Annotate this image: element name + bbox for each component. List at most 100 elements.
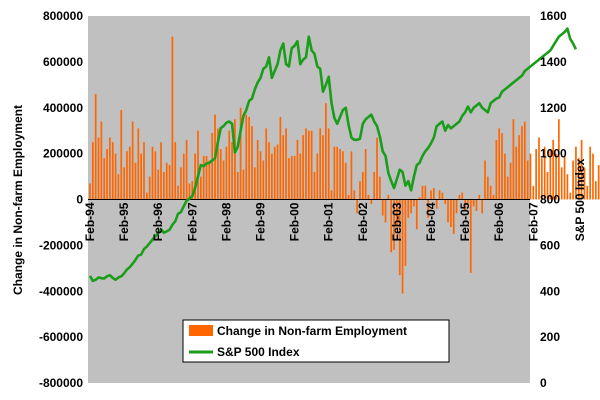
employment-bar bbox=[418, 197, 421, 200]
employment-bar bbox=[143, 142, 145, 200]
employment-bar bbox=[117, 174, 120, 200]
right-tick-label: 600 bbox=[540, 238, 560, 252]
employment-bar bbox=[279, 116, 282, 200]
x-tick-label: Feb-07 bbox=[526, 202, 540, 241]
x-tick-label: Feb-95 bbox=[117, 202, 131, 241]
x-tick-label: Feb-99 bbox=[254, 202, 268, 241]
left-tick-label: 600000 bbox=[43, 55, 83, 69]
employment-bar bbox=[469, 199, 472, 273]
employment-bar bbox=[549, 149, 552, 200]
employment-bar bbox=[452, 199, 455, 234]
employment-bar bbox=[569, 192, 572, 200]
employment-bar bbox=[248, 116, 250, 200]
employment-bar bbox=[268, 142, 270, 200]
employment-bar bbox=[336, 146, 339, 200]
employment-bar bbox=[495, 139, 498, 200]
employment-bar bbox=[160, 142, 162, 200]
employment-bar bbox=[427, 199, 430, 218]
employment-bar bbox=[236, 171, 239, 200]
employment-bar bbox=[441, 192, 444, 200]
employment-bar bbox=[219, 149, 222, 200]
right-tick-label: 400 bbox=[540, 284, 560, 298]
right-axis-title: S&P 500 Index bbox=[573, 158, 587, 241]
employment-bar bbox=[381, 199, 384, 216]
x-tick-label: Feb-96 bbox=[151, 202, 165, 241]
employment-bar bbox=[586, 185, 589, 200]
legend-label-sp500: S&P 500 Index bbox=[217, 345, 300, 359]
employment-bar bbox=[174, 142, 177, 200]
employment-bar bbox=[401, 199, 404, 294]
employment-bar bbox=[94, 93, 97, 200]
employment-bar bbox=[137, 128, 140, 200]
employment-bar bbox=[194, 153, 196, 200]
employment-bar bbox=[245, 114, 248, 200]
employment-bar bbox=[342, 151, 344, 200]
employment-bar bbox=[478, 194, 481, 200]
employment-bar bbox=[538, 137, 540, 200]
employment-bar bbox=[239, 107, 242, 200]
right-tick-label: 1600 bbox=[540, 9, 567, 23]
employment-bar bbox=[140, 153, 142, 200]
employment-bar bbox=[242, 169, 245, 200]
employment-bar bbox=[171, 36, 174, 200]
employment-bar bbox=[555, 153, 557, 200]
employment-bar bbox=[535, 149, 537, 200]
employment-bar bbox=[492, 194, 495, 200]
employment-bar bbox=[475, 199, 478, 211]
employment-bar bbox=[296, 139, 299, 200]
employment-bar bbox=[339, 149, 341, 200]
employment-bar bbox=[472, 199, 475, 207]
employment-bar bbox=[163, 171, 165, 200]
x-tick-label: Feb-98 bbox=[219, 202, 233, 241]
x-tick-label: Feb-02 bbox=[356, 202, 370, 241]
employment-bar bbox=[89, 183, 91, 200]
employment-bar bbox=[305, 128, 307, 200]
legend-label-employment: Change in Non-farm Employment bbox=[217, 324, 407, 338]
employment-bar bbox=[131, 121, 134, 200]
employment-bar bbox=[97, 137, 100, 200]
employment-bar bbox=[415, 199, 418, 230]
employment-bar bbox=[197, 130, 199, 200]
employment-bar bbox=[435, 199, 438, 209]
employment-bar bbox=[592, 153, 594, 200]
employment-bar bbox=[205, 155, 208, 200]
employment-bar bbox=[154, 151, 157, 200]
employment-bar bbox=[288, 158, 290, 200]
employment-bar bbox=[404, 199, 407, 267]
employment-bar bbox=[256, 139, 259, 200]
employment-bar bbox=[177, 185, 179, 200]
employment-bar bbox=[455, 199, 458, 214]
employment-bar bbox=[438, 190, 441, 200]
employment-bar bbox=[421, 185, 424, 200]
employment-bar bbox=[572, 160, 574, 200]
employment-bar bbox=[350, 151, 353, 200]
employment-bar bbox=[410, 199, 412, 214]
employment-bar bbox=[518, 135, 520, 200]
employment-bar bbox=[450, 199, 452, 228]
employment-bar bbox=[217, 128, 219, 200]
employment-bar bbox=[202, 155, 205, 200]
sp500-line-group bbox=[88, 27, 578, 283]
employment-bar bbox=[515, 146, 518, 200]
employment-bar bbox=[313, 171, 316, 200]
employment-bar bbox=[185, 139, 188, 200]
employment-bar bbox=[575, 146, 577, 200]
employment-bar bbox=[413, 199, 415, 207]
employment-bar bbox=[558, 119, 560, 200]
employment-bar bbox=[182, 153, 185, 200]
employment-bar bbox=[594, 181, 597, 200]
right-tick-label: 200 bbox=[540, 330, 560, 344]
employment-bar bbox=[353, 190, 356, 200]
employment-bar bbox=[282, 135, 285, 200]
employment-bar bbox=[123, 167, 125, 200]
employment-bar bbox=[109, 137, 111, 200]
employment-bar bbox=[299, 153, 302, 200]
employment-bar bbox=[347, 194, 350, 200]
x-tick-label: Feb-01 bbox=[322, 202, 336, 241]
employment-bar bbox=[384, 199, 387, 223]
left-tick-label: 0 bbox=[76, 193, 83, 207]
employment-bar bbox=[361, 171, 364, 200]
employment-bar bbox=[168, 165, 171, 200]
employment-bar bbox=[580, 139, 583, 200]
